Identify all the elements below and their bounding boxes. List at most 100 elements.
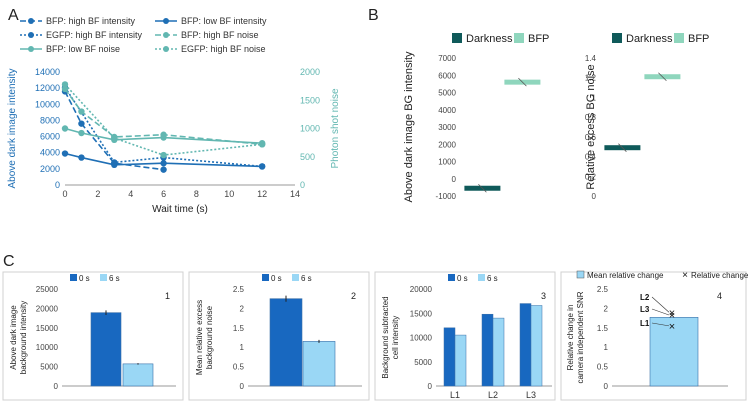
bar	[519, 303, 532, 387]
x-tick-label: 0	[62, 189, 67, 199]
y2-axis-label: Photon shot noise	[330, 88, 341, 168]
x-tick-label: 8	[194, 189, 199, 199]
legend-label: 6 s	[109, 274, 120, 283]
bar	[302, 341, 336, 387]
x-tick-label: L2	[488, 390, 498, 400]
y-tick-label: 4000	[438, 106, 456, 115]
y-tick-label: 2	[604, 304, 609, 313]
y-tick-label: 2000	[438, 140, 456, 149]
y-tick-label: 1	[592, 93, 597, 102]
y-tick-label: 5000	[414, 358, 432, 367]
y-tick-label: 10000	[410, 334, 433, 343]
legend-marker	[163, 46, 169, 52]
chart-frame	[560, 271, 747, 401]
x-tick-label: 14	[290, 189, 300, 199]
legend-label: BFP: high BF intensity	[46, 16, 136, 26]
y-tick-label: 0.4	[585, 153, 597, 162]
bar	[269, 298, 303, 387]
legend-swatch	[100, 274, 107, 281]
y-tick-label: 15000	[410, 309, 433, 318]
error-cross	[478, 183, 487, 193]
x-tick-label: 12	[257, 189, 267, 199]
legend-label: 6 s	[487, 274, 498, 283]
point-label: L1	[640, 319, 650, 328]
y-tick-label: 6000	[40, 132, 60, 142]
y-tick-label: 1	[240, 343, 245, 352]
series-line	[64, 91, 164, 171]
y-tick-label: 15000	[36, 324, 59, 333]
data-point: ×	[669, 307, 675, 319]
legend-marker	[28, 18, 34, 24]
y-tick-label: 5000	[40, 363, 58, 372]
panel-number: 2	[351, 291, 356, 301]
panel-number: 4	[717, 291, 722, 301]
chart-a: 0 2 4 6 8 10 12 1402000400060008000100001200014…	[7, 16, 341, 215]
y-tick-label: 0	[604, 382, 609, 391]
y-tick-label: 10000	[35, 99, 60, 109]
series-line	[64, 86, 263, 168]
data-point	[61, 125, 69, 132]
y-tick-label: 0	[54, 382, 59, 391]
point-leader	[651, 322, 670, 327]
y-axis-label-line: Mean relative excess	[195, 300, 204, 375]
legend-label: 0 s	[457, 274, 468, 283]
data-point	[78, 129, 85, 137]
y-axis-label: Relative excess BG noise	[585, 64, 597, 189]
y-axis-label: Above dark image intensity	[7, 68, 18, 188]
chart-frame	[374, 271, 556, 401]
y-axis-label: Background subtractedcell intensity	[381, 296, 400, 378]
chart-frame	[2, 271, 184, 401]
x-tick-label: L3	[526, 390, 536, 400]
legend-label: 6 s	[301, 274, 312, 283]
panel-number: 3	[541, 291, 546, 301]
data-point	[111, 134, 118, 142]
y-tick-label: 1.5	[597, 324, 609, 333]
bar	[122, 363, 154, 387]
y-tick-label: 2	[240, 304, 245, 313]
data-point	[61, 85, 69, 93]
y-tick-label: 1.5	[233, 324, 245, 333]
y-tick-label: 25000	[36, 285, 59, 294]
panel-letter-c: C	[3, 253, 15, 270]
y-tick-label: -1000	[436, 192, 457, 201]
y-tick-label: 4000	[40, 148, 60, 158]
legend-swatch	[262, 274, 269, 281]
error-cross	[618, 143, 627, 152]
chart-b1: -1000 0 1000 2000 3000 4000 5000 6000 7000 Above …	[403, 33, 549, 203]
bar	[649, 317, 699, 387]
x-tick-label: 4	[128, 189, 133, 199]
bar	[492, 317, 505, 387]
y-tick-label: 1000	[438, 158, 456, 167]
point-leader	[651, 296, 670, 313]
y-tick-label: 0.5	[597, 363, 609, 372]
legend-swatch	[674, 33, 684, 43]
y-tick-label: 10000	[36, 343, 59, 352]
bar	[90, 312, 122, 387]
legend-label: BFP: high BF noise	[181, 30, 259, 40]
legend-swatch	[514, 33, 524, 43]
error-cross	[518, 77, 527, 87]
legend-marker	[28, 46, 34, 52]
legend-label: BFP: low BF noise	[46, 44, 120, 54]
y-tick-label: 6000	[438, 71, 456, 80]
y-tick-label: 0	[428, 382, 433, 391]
y-axis-label-line: camera independent SNR	[576, 291, 585, 383]
legend-marker: ×	[682, 270, 688, 281]
legend-swatch	[612, 33, 622, 43]
data-point	[78, 154, 85, 161]
y-tick-label: 20000	[410, 285, 433, 294]
legend-label: BFP	[688, 33, 709, 45]
x-axis-label: Wait time (s)	[152, 204, 208, 215]
legend-swatch	[292, 274, 299, 281]
y-tick-label: 2000	[40, 164, 60, 174]
y-axis-label: Mean relative excessbackground noise	[195, 300, 214, 375]
panel-letter-a: A	[8, 7, 19, 24]
legend-swatch	[452, 33, 462, 43]
data-point	[160, 160, 167, 167]
y2-tick-label: 1500	[300, 95, 320, 105]
panel-number: 1	[165, 291, 170, 301]
legend-swatch	[448, 274, 455, 281]
y-tick-label: 3000	[438, 123, 456, 132]
